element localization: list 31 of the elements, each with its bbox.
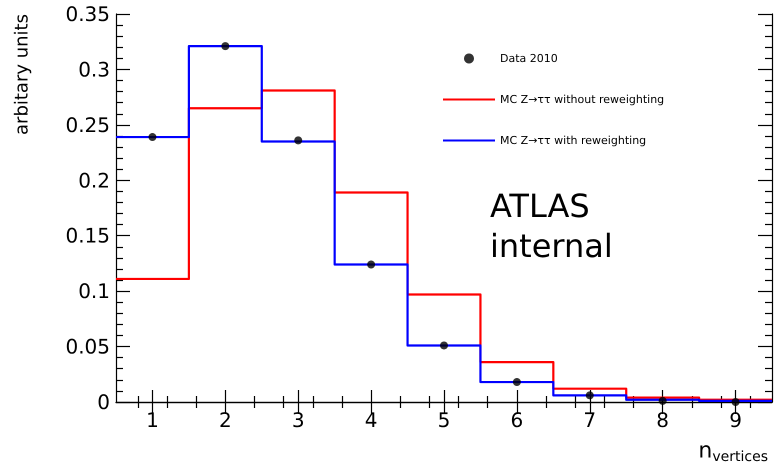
point [221, 42, 230, 50]
y-tick-label: 0.3 [78, 57, 110, 82]
x-tick-label: 1 [146, 408, 159, 432]
legend-label: Data 2010 [500, 52, 558, 65]
legend-label: MC Z→ττ with reweighting [500, 134, 646, 147]
y-tick-label: 0.25 [65, 112, 110, 137]
point [732, 398, 740, 406]
x-tick-label: 6 [510, 408, 524, 432]
y-tick-label: 0 [97, 390, 110, 414]
y-tick-label: 0.05 [65, 334, 110, 359]
x-tick-label: 4 [364, 408, 378, 432]
point [294, 136, 302, 144]
point [512, 378, 521, 386]
point [586, 391, 594, 400]
x-tick-label: 5 [438, 408, 450, 432]
y-tick-label: 0.2 [78, 168, 110, 192]
x-tick-label: 8 [656, 408, 670, 432]
x-tick-label: 2 [218, 408, 232, 432]
point [658, 396, 667, 405]
y-tick-label: 0.1 [78, 279, 110, 304]
x-tick-label: 7 [583, 408, 596, 432]
x-tick-label: 3 [292, 408, 305, 432]
y-tick-label: 0.15 [65, 224, 110, 248]
point [367, 260, 376, 269]
point [148, 133, 156, 142]
annotation: ATLAS internal [490, 187, 613, 265]
y-axis-title: arbitary units [12, 14, 32, 135]
legend-label: MC Z→ττ without reweighting [500, 93, 664, 106]
point [440, 341, 448, 350]
x-tick-label: 9 [729, 408, 742, 432]
y-tick-label: 0.35 [65, 2, 110, 26]
